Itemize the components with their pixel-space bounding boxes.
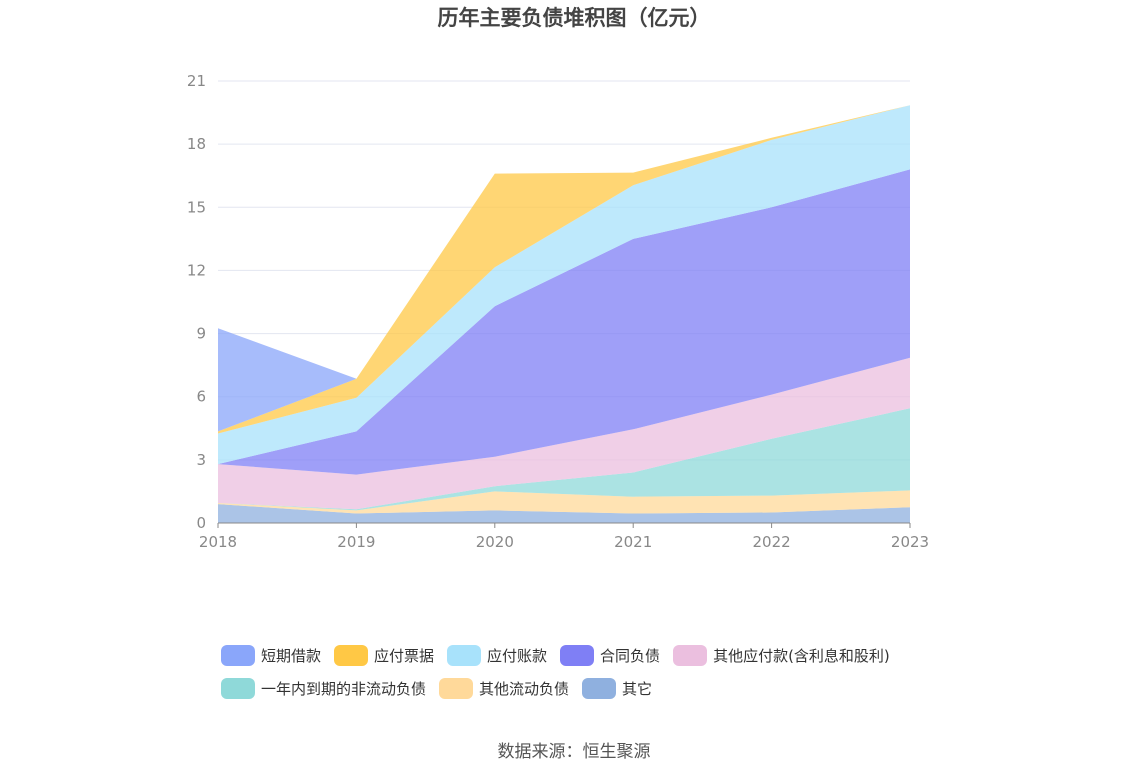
- axes: [217, 522, 911, 528]
- data-source: 数据来源：恒生聚源: [497, 742, 651, 762]
- y-tick-label: 18: [187, 135, 206, 153]
- area-series-3: [218, 357, 910, 510]
- y-tick-label: 9: [196, 325, 206, 343]
- area-series-4: [218, 169, 910, 475]
- area-series: [218, 105, 910, 523]
- legend-row: 一年内到期的非流动负债 其他流动负债 其它: [221, 672, 981, 705]
- legend-row: 短期借款 应付票据 应付账款 合同负债 其他应付款(含利息和股利): [221, 639, 981, 672]
- legend-item[interactable]: 其他应付款(含利息和股利): [673, 645, 890, 666]
- legend-swatch: [673, 645, 708, 666]
- y-tick-label: 3: [196, 451, 206, 469]
- legend-label: 一年内到期的非流动负债: [261, 680, 427, 698]
- legend: 短期借款 应付票据 应付账款 合同负债 其他应付款(含利息和股利) 一年内到期的非流动负…: [221, 639, 981, 705]
- legend-swatch: [582, 678, 617, 699]
- legend-item[interactable]: 其他流动负债: [439, 678, 569, 699]
- legend-item[interactable]: 应付账款: [447, 645, 547, 666]
- y-tick-label: 21: [187, 72, 206, 90]
- x-tick-label: 2023: [891, 533, 929, 551]
- x-tick-label: 2021: [614, 533, 652, 551]
- area-series-7: [218, 105, 910, 432]
- legend-label: 合同负债: [600, 647, 661, 665]
- legend-label: 其它: [622, 680, 653, 698]
- legend-swatch: [439, 678, 474, 699]
- area-series-5: [218, 105, 910, 465]
- legend-item[interactable]: 合同负债: [560, 645, 660, 666]
- legend-label: 应付票据: [374, 647, 435, 665]
- x-axis-ticks: 2018 2019 2020 2021 2022 2023: [199, 533, 929, 551]
- legend-label: 其他流动负债: [479, 680, 570, 698]
- legend-swatch: [221, 645, 255, 666]
- legend-item[interactable]: 应付票据: [334, 645, 434, 666]
- x-tick-label: 2020: [476, 533, 514, 551]
- y-axis-ticks: 0 3 6 9 12 15 18 21: [187, 72, 206, 532]
- legend-item[interactable]: 短期借款: [221, 645, 321, 666]
- stacked-area-chart: 0 3 6 9 12 15 18 21 2018 2019 2020 2021 2022 2023: [187, 72, 929, 551]
- legend-label: 其他应付款(含利息和股利): [713, 647, 890, 665]
- y-tick-label: 0: [196, 514, 206, 532]
- legend-swatch: [334, 645, 369, 666]
- y-tick-label: 15: [187, 198, 206, 216]
- x-tick-label: 2022: [753, 533, 791, 551]
- x-tick-label: 2019: [337, 533, 375, 551]
- area-series-1: [218, 490, 910, 514]
- x-tick-label: 2018: [199, 533, 237, 551]
- legend-swatch: [221, 678, 255, 699]
- legend-item[interactable]: 其它: [582, 678, 652, 699]
- area-series-0: [218, 504, 910, 523]
- legend-label: 应付账款: [487, 647, 548, 665]
- area-series-6: [218, 105, 910, 434]
- legend-label: 短期借款: [261, 647, 322, 665]
- legend-swatch: [560, 645, 595, 666]
- chart-title: 历年主要负债堆积图（亿元）: [437, 6, 711, 30]
- y-tick-label: 12: [187, 261, 206, 279]
- area-series-2: [218, 408, 910, 511]
- legend-swatch: [447, 645, 482, 666]
- legend-item[interactable]: 一年内到期的非流动负债: [221, 678, 426, 699]
- y-tick-label: 6: [196, 388, 206, 406]
